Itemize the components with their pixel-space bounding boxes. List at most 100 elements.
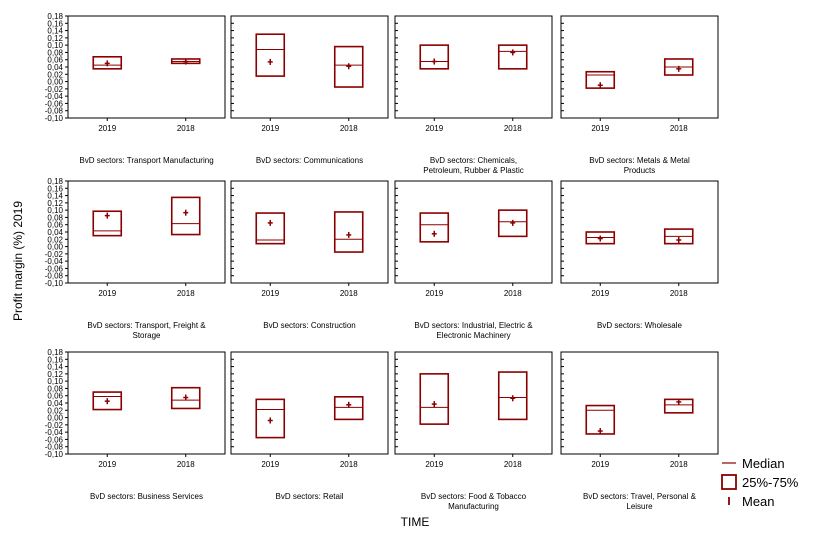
y-tick-label: 0,16 xyxy=(47,184,63,193)
y-tick-label: -0,02 xyxy=(45,250,64,259)
y-tick-label: -0,06 xyxy=(45,264,64,273)
x-tick-label: 2019 xyxy=(261,460,279,469)
x-tick-label: 2018 xyxy=(504,460,522,469)
iqr-box xyxy=(170,196,201,236)
iqr-box xyxy=(333,396,364,421)
y-tick-label: 0,14 xyxy=(47,192,63,201)
y-tick-label: 0,02 xyxy=(47,235,63,244)
iqr-box xyxy=(497,44,528,70)
panel-title: BvD sectors: Chemicals, xyxy=(430,156,517,165)
y-tick-label: 0,18 xyxy=(47,177,63,186)
y-tick-label: 0,08 xyxy=(47,213,63,222)
panel-frame xyxy=(560,15,719,119)
y-tick-label: 0,02 xyxy=(47,406,63,415)
y-tick-label: -0,04 xyxy=(45,92,64,101)
x-tick-label: 2018 xyxy=(504,124,522,133)
x-tick-label: 2019 xyxy=(98,289,116,298)
y-tick-label: 0,12 xyxy=(47,34,63,43)
iqr-box xyxy=(255,212,286,245)
y-tick-label: 0,00 xyxy=(47,243,63,252)
y-tick-label: 0,08 xyxy=(47,48,63,57)
y-tick-label: 0,06 xyxy=(47,392,63,401)
x-tick-label: 2018 xyxy=(670,124,688,133)
x-tick-label: 2019 xyxy=(261,289,279,298)
y-tick-label: 0,00 xyxy=(47,78,63,87)
x-tick-label: 2018 xyxy=(340,460,358,469)
panel-title: BvD sectors: Retail xyxy=(275,492,343,501)
y-tick-label: 0,02 xyxy=(47,70,63,79)
panel-title: BvD sectors: Wholesale xyxy=(597,321,682,330)
iqr-box xyxy=(497,371,528,421)
y-tick-label: 0,12 xyxy=(47,199,63,208)
y-tick-label: -0,10 xyxy=(45,450,64,459)
y-tick-label: 0,04 xyxy=(47,399,63,408)
iqr-box xyxy=(333,211,364,253)
y-tick-label: 0,10 xyxy=(47,377,63,386)
x-tick-label: 2018 xyxy=(177,460,195,469)
panel-frame xyxy=(560,351,719,455)
iqr-box xyxy=(92,391,123,411)
panel-title: BvD sectors: Transport, Freight & xyxy=(87,321,206,330)
iqr-box xyxy=(419,44,450,70)
panel-title: BvD sectors: Construction xyxy=(263,321,355,330)
y-tick-label: -0,02 xyxy=(45,85,64,94)
y-tick-label: 0,16 xyxy=(47,19,63,28)
x-tick-label: 2019 xyxy=(98,124,116,133)
iqr-box xyxy=(92,55,123,70)
x-tick-label: 2019 xyxy=(98,460,116,469)
y-tick-label: -0,08 xyxy=(45,107,64,116)
y-tick-label: 0,14 xyxy=(47,27,63,36)
x-tick-label: 2019 xyxy=(425,289,443,298)
panel-title: Petroleum, Rubber & Plastic xyxy=(423,166,524,175)
panel-frame xyxy=(230,351,389,455)
y-tick-label: 0,06 xyxy=(47,221,63,230)
y-tick-label: 0,06 xyxy=(47,56,63,65)
y-tick-label: 0,10 xyxy=(47,206,63,215)
y-tick-label: -0,02 xyxy=(45,421,64,430)
y-tick-label: 0,14 xyxy=(47,363,63,372)
panel-title: Leisure xyxy=(626,502,653,511)
y-axis-label: Profit margin (%) 2019 xyxy=(11,201,25,321)
panel-frame xyxy=(394,180,553,284)
legend-label: Mean xyxy=(742,494,775,509)
panel-title: Manufacturing xyxy=(448,502,499,511)
x-tick-label: 2018 xyxy=(670,460,688,469)
panel-title: BvD sectors: Travel, Personal & xyxy=(583,492,697,501)
y-tick-label: 0,12 xyxy=(47,370,63,379)
iqr-box xyxy=(255,398,286,439)
y-tick-label: -0,06 xyxy=(45,435,64,444)
panel-frame xyxy=(394,15,553,119)
x-tick-label: 2018 xyxy=(670,289,688,298)
iqr-box xyxy=(419,212,450,243)
panel-title: BvD sectors: Metals & Metal xyxy=(589,156,690,165)
x-tick-label: 2019 xyxy=(425,460,443,469)
y-tick-label: 0,16 xyxy=(47,355,63,364)
y-tick-label: 0,08 xyxy=(47,384,63,393)
legend-box-swatch xyxy=(721,474,737,490)
panel-frame xyxy=(67,15,226,119)
panel-title: Storage xyxy=(132,331,161,340)
panel-title: BvD sectors: Food & Tobacco xyxy=(421,492,527,501)
iqr-box xyxy=(497,209,528,238)
y-tick-label: -0,04 xyxy=(45,428,64,437)
panel-frame xyxy=(67,351,226,455)
panel-frame xyxy=(230,180,389,284)
panel-title: BvD sectors: Transport Manufacturing xyxy=(79,156,213,165)
x-tick-label: 2019 xyxy=(425,124,443,133)
y-tick-label: -0,10 xyxy=(45,114,64,123)
iqr-box xyxy=(92,210,123,237)
panel-frame xyxy=(230,15,389,119)
panel-title: BvD sectors: Industrial, Electric & xyxy=(414,321,533,330)
y-tick-label: 0,18 xyxy=(47,12,63,21)
y-tick-label: 0,04 xyxy=(47,228,63,237)
panel-title: Products xyxy=(624,166,656,175)
iqr-box xyxy=(419,373,450,425)
y-tick-label: -0,08 xyxy=(45,443,64,452)
x-tick-label: 2018 xyxy=(504,289,522,298)
y-tick-label: -0,10 xyxy=(45,279,64,288)
legend-label: Median xyxy=(742,456,785,471)
legend-label: 25%-75% xyxy=(742,475,799,490)
y-tick-label: 0,10 xyxy=(47,41,63,50)
y-tick-label: 0,04 xyxy=(47,63,63,72)
